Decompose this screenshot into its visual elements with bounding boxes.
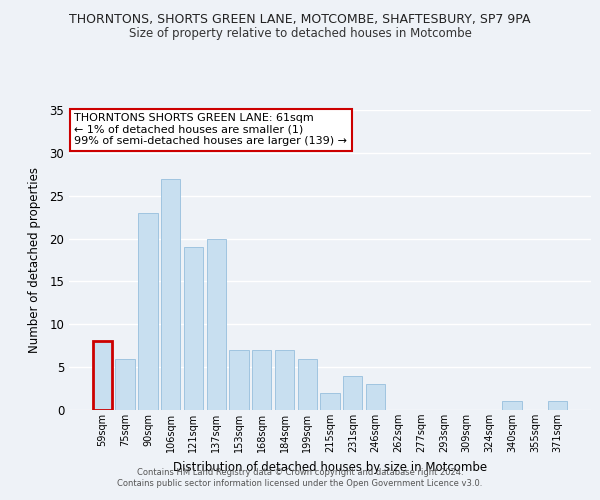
Bar bbox=[320, 393, 340, 410]
Bar bbox=[548, 402, 567, 410]
Text: Size of property relative to detached houses in Motcombe: Size of property relative to detached ho… bbox=[128, 28, 472, 40]
Bar bbox=[229, 350, 248, 410]
Bar bbox=[343, 376, 362, 410]
X-axis label: Distribution of detached houses by size in Motcombe: Distribution of detached houses by size … bbox=[173, 460, 487, 473]
Text: THORNTONS, SHORTS GREEN LANE, MOTCOMBE, SHAFTESBURY, SP7 9PA: THORNTONS, SHORTS GREEN LANE, MOTCOMBE, … bbox=[69, 12, 531, 26]
Y-axis label: Number of detached properties: Number of detached properties bbox=[28, 167, 41, 353]
Bar bbox=[184, 247, 203, 410]
Bar bbox=[93, 342, 112, 410]
Bar bbox=[115, 358, 135, 410]
Bar bbox=[298, 358, 317, 410]
Bar bbox=[275, 350, 294, 410]
Bar bbox=[206, 238, 226, 410]
Bar bbox=[502, 402, 522, 410]
Bar bbox=[161, 178, 181, 410]
Text: THORNTONS SHORTS GREEN LANE: 61sqm
← 1% of detached houses are smaller (1)
99% o: THORNTONS SHORTS GREEN LANE: 61sqm ← 1% … bbox=[74, 113, 347, 146]
Bar bbox=[252, 350, 271, 410]
Bar bbox=[138, 213, 158, 410]
Bar bbox=[366, 384, 385, 410]
Text: Contains HM Land Registry data © Crown copyright and database right 2024.
Contai: Contains HM Land Registry data © Crown c… bbox=[118, 468, 482, 487]
